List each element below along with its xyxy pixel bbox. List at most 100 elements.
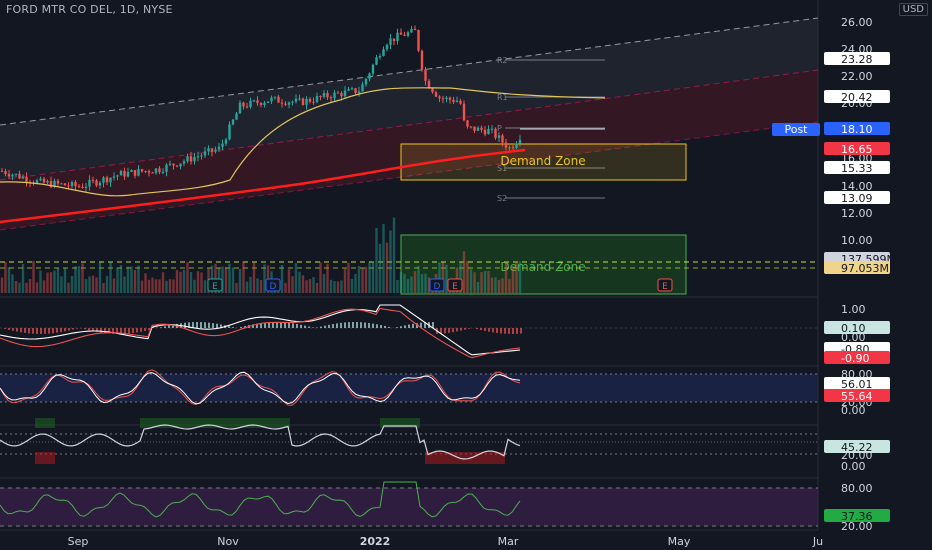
stoch-k-line — [0, 371, 521, 405]
candle-body — [347, 89, 350, 91]
candle-body — [154, 168, 158, 173]
candle-body — [487, 128, 490, 135]
macd-histogram-bar — [232, 327, 234, 328]
candle-body — [168, 163, 172, 165]
candle-body — [473, 126, 476, 131]
volume-bar — [249, 276, 252, 293]
volume-bar — [406, 278, 410, 293]
volume-bar — [483, 271, 487, 293]
macd-tick: 0.00 — [841, 331, 866, 344]
candle-body — [42, 178, 46, 183]
volume-bar — [214, 263, 217, 293]
macd-histogram-bar — [448, 328, 450, 333]
candle-body — [49, 181, 53, 188]
candle-body — [161, 171, 165, 173]
candle-body — [252, 100, 256, 102]
volume-bar — [137, 265, 140, 293]
candle-body — [235, 113, 238, 120]
candle-body — [207, 148, 210, 152]
macd-histogram-bar — [504, 328, 506, 334]
candle-body — [67, 185, 70, 187]
channel-low-line — [0, 121, 819, 231]
volume-bar — [95, 277, 98, 293]
osc-tag: 37.36 — [841, 510, 873, 523]
volume-bar — [315, 282, 319, 293]
macd-histogram-bar — [276, 322, 278, 328]
volume-bar — [112, 278, 116, 293]
time-tick: Ju — [812, 535, 823, 548]
volume-bar — [462, 251, 466, 293]
macd-histogram-bar — [280, 322, 282, 328]
candle-body — [273, 96, 277, 98]
candle-body — [466, 120, 469, 127]
macd-histogram-bar — [36, 328, 38, 334]
volume-bar — [56, 267, 60, 293]
macd-histogram-bar — [352, 322, 354, 328]
volume-bar — [256, 278, 259, 293]
volume-bar — [326, 263, 329, 293]
stoch-tag-bg — [824, 389, 890, 402]
volume-bar — [487, 271, 490, 293]
macd-histogram-bar — [480, 328, 482, 331]
rsi-overbought-fill — [140, 418, 290, 428]
volume-bar — [308, 279, 312, 293]
demand-zone-label: Demand Zone — [500, 260, 585, 274]
volume-bar — [294, 263, 298, 293]
candle-body — [277, 96, 280, 103]
macd-histogram-bar — [136, 328, 138, 333]
volume-bar — [410, 276, 413, 293]
candle-body — [501, 135, 504, 143]
volume-bar — [235, 282, 238, 293]
candle-body — [193, 157, 196, 162]
macd-histogram-bar — [24, 328, 26, 333]
candle-body — [312, 101, 315, 103]
volume-bar — [11, 274, 14, 293]
moving-average-200 — [0, 148, 526, 224]
stoch-tick: 0.00 — [841, 404, 866, 417]
event-marker — [265, 278, 281, 292]
volume-bar — [420, 274, 424, 293]
candle-body — [112, 176, 116, 178]
macd-histogram-bar — [172, 324, 174, 328]
price-tick: 22.00 — [841, 70, 873, 83]
candle-body — [172, 163, 175, 166]
candle-body — [357, 91, 361, 93]
macd-tag-bg — [824, 351, 890, 364]
candle-body — [35, 180, 39, 184]
candle-body — [270, 97, 273, 102]
volume-bar — [413, 271, 417, 293]
volume-bar — [133, 269, 137, 293]
candle-body — [343, 90, 347, 97]
volume-bar — [32, 261, 35, 293]
volume-bar — [504, 261, 508, 293]
volume-bar — [238, 268, 242, 293]
event-marker-label: D — [270, 282, 277, 292]
volume-bar — [42, 280, 46, 293]
candle-body — [469, 126, 473, 128]
osc-tick: 80.00 — [841, 482, 873, 495]
candle-body — [518, 139, 522, 144]
rsi-oversold-fill — [35, 452, 55, 464]
macd-histogram-bar — [412, 323, 414, 328]
macd-histogram-bar — [464, 328, 466, 330]
price-tag-bg — [824, 142, 890, 155]
macd-histogram-bar — [296, 324, 298, 328]
channel-top-line — [0, 17, 819, 126]
pivot-label: P — [497, 124, 502, 133]
volume-bar — [375, 227, 378, 293]
volume-bar — [165, 280, 168, 293]
macd-histogram-bar — [488, 328, 490, 332]
candle-body — [399, 32, 403, 35]
candle-body — [179, 163, 182, 167]
macd-histogram-bar — [452, 328, 454, 333]
price-tick: 12.00 — [841, 207, 873, 220]
macd-histogram-bar — [200, 322, 202, 328]
currency-button[interactable]: USD — [898, 3, 928, 16]
macd-histogram-bar — [132, 328, 134, 334]
macd-histogram-bar — [240, 326, 242, 328]
macd-histogram-bar — [168, 325, 170, 328]
macd-histogram-bar — [4, 328, 6, 329]
rsi-tag: 45.22 — [841, 441, 873, 454]
macd-histogram-bar — [348, 322, 350, 328]
